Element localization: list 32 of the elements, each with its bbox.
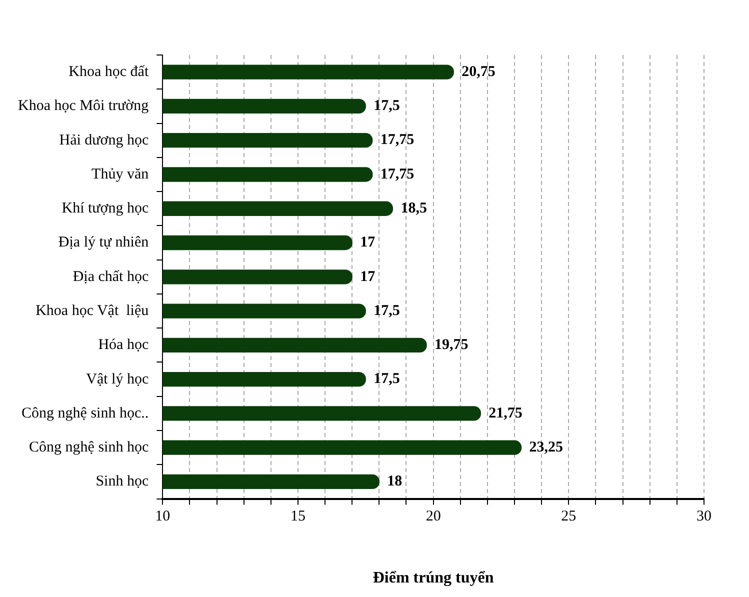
data-label: 18: [387, 474, 402, 490]
data-label: 19,75: [434, 337, 468, 354]
y-tick-label: Sinh học: [96, 474, 149, 490]
y-tick-label: Khoa học Môi trường: [18, 98, 150, 114]
data-label: 17,75: [380, 132, 414, 148]
y-tick-label: Địa lý tự nhiên: [58, 234, 150, 251]
data-label: 20,75: [462, 64, 496, 80]
y-tick-label: Địa chất học: [72, 268, 149, 285]
y-tick-label: Vật lý học: [86, 371, 149, 388]
y-tick-label: Thủy văn: [92, 166, 150, 182]
y-tick-label: Khí tượng học: [62, 200, 149, 217]
data-label: 21,75: [488, 405, 522, 422]
x-tick-label: 10: [155, 508, 170, 525]
x-tick-label: 30: [696, 508, 712, 525]
x-tick-label: 15: [290, 508, 306, 525]
y-tick-label: Hải dương học: [59, 132, 149, 148]
x-tick-label: 25: [561, 508, 576, 525]
y-tick-label: Khoa học đất: [68, 64, 150, 80]
data-label: 17,5: [374, 302, 400, 319]
data-label: 18,5: [400, 200, 427, 216]
y-tick-label: Công nghệ sinh học..: [22, 405, 149, 422]
data-label: 23,25: [529, 439, 564, 456]
data-label: 17,75: [380, 166, 414, 182]
data-label: 17: [360, 234, 376, 251]
data-label: 17: [360, 268, 376, 285]
data-label: 17,5: [374, 98, 400, 114]
y-tick-label: Công nghệ sinh học: [29, 440, 149, 456]
x-tick-label: 20: [426, 508, 441, 525]
data-label: 17,5: [374, 371, 400, 388]
y-tick-label: Hóa học: [98, 337, 149, 354]
y-tick-label: Khoa học Vật liệu: [36, 302, 150, 319]
x-axis-title: Điểm trúng tuyển: [372, 570, 494, 587]
